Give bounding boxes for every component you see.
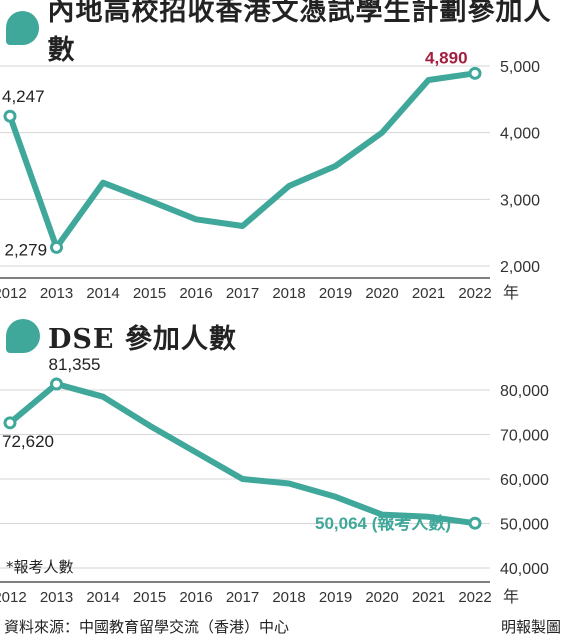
- series-line: [7, 70, 478, 251]
- data-point-marker: [3, 109, 17, 123]
- x-tick-label: 2019: [319, 285, 352, 302]
- x-tick-label: 2013: [40, 285, 73, 302]
- data-label: 72,620: [2, 432, 54, 451]
- x-tick-label: 2018: [272, 589, 305, 606]
- x-tick-label: 2014: [86, 589, 119, 606]
- data-label: 2,279: [5, 240, 48, 259]
- y-tick-label: 3,000: [500, 192, 540, 209]
- data-label: 4,247: [2, 87, 45, 106]
- data-point-marker: [468, 66, 482, 80]
- speech-bubble-icon: [6, 11, 40, 45]
- y-tick-label: 5,000: [500, 59, 540, 76]
- y-tick-label: 4,000: [500, 126, 540, 143]
- data-point-marker: [3, 416, 17, 430]
- bottom-chart-header: DSE 參加人數: [0, 314, 237, 358]
- x-tick-label: 2017: [226, 589, 259, 606]
- data-point-marker: [50, 240, 63, 254]
- x-tick-label: 2015: [133, 589, 166, 606]
- x-tick-label: 2016: [179, 285, 212, 302]
- note-text: *報考人數: [6, 558, 74, 576]
- x-tick-label: 2013: [40, 589, 73, 606]
- series-line: [7, 381, 478, 527]
- speech-bubble-icon: [6, 319, 40, 353]
- x-tick-label: 2014: [86, 285, 119, 302]
- x-tick-label: 2018: [272, 285, 305, 302]
- x-tick-label: 2019: [319, 589, 352, 606]
- bottom-line-chart: 40,000 50,000 60,000 70,000 80,000 2012 2013 20…: [0, 356, 549, 606]
- y-tick-label: 2,000: [500, 259, 540, 276]
- y-tick-label: 50,000: [500, 517, 549, 534]
- top-line-chart: 2,000 3,000 4,000 5,000 2012 2013 2014 2015 2016…: [0, 50, 540, 302]
- x-tick-label: 2017: [226, 285, 259, 302]
- source-text: 資料來源：中國教育留學交流（香港）中心: [4, 618, 290, 636]
- x-tick-label: 2020: [365, 285, 398, 302]
- x-tick-label: 2022: [458, 589, 491, 606]
- bottom-chart-title: DSE 參加人數: [48, 323, 237, 355]
- data-label: 50,064 (報考人數): [315, 513, 451, 533]
- credit-text: 明報製圖: [500, 618, 561, 636]
- y-tick-label: 80,000: [500, 383, 549, 400]
- x-tick-label: 2012: [0, 589, 27, 606]
- x-tick-label: 2016: [179, 589, 212, 606]
- x-tick-label: 2022: [458, 285, 491, 302]
- data-point-marker: [50, 377, 63, 391]
- top-chart-header: 內地高校招收香港文憑試學生計劃參加人數: [0, 0, 571, 66]
- x-tick-label: 2015: [133, 285, 166, 302]
- data-label: 81,355: [49, 356, 101, 374]
- x-axis-unit: 年: [503, 588, 519, 606]
- y-tick-label: 40,000: [500, 561, 549, 578]
- y-tick-label: 60,000: [500, 472, 549, 489]
- x-tick-label: 2020: [365, 589, 398, 606]
- data-point-marker: [468, 516, 482, 530]
- x-tick-label: 2021: [412, 285, 445, 302]
- x-axis-unit: 年: [503, 284, 519, 302]
- x-tick-label: 2021: [412, 589, 445, 606]
- x-tick-label: 2012: [0, 285, 27, 302]
- footer: 資料來源：中國教育留學交流（香港）中心 明報製圖: [0, 612, 571, 640]
- y-tick-label: 70,000: [500, 428, 549, 445]
- top-chart-title: 內地高校招收香港文憑試學生計劃參加人數: [47, 0, 552, 66]
- data-label: 4,890: [425, 50, 468, 67]
